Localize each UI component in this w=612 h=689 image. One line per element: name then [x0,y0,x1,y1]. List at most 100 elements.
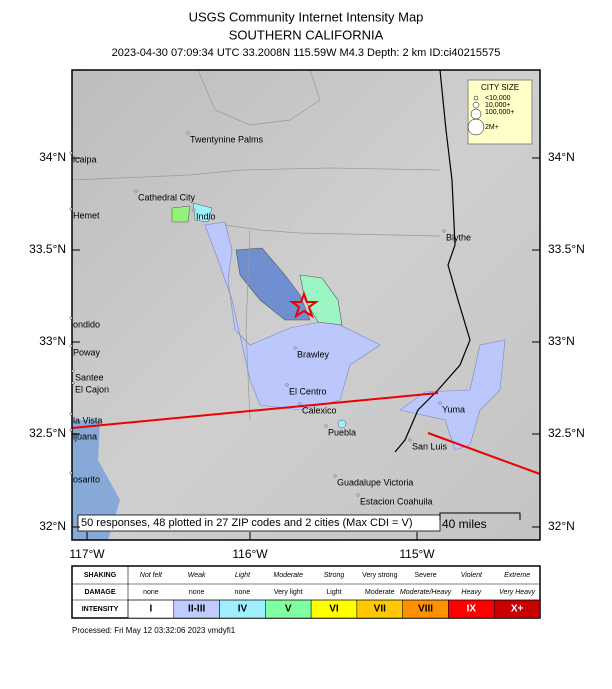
legend-shaking: Strong [324,572,345,579]
city-size-legend: CITY SIZE <10,000 10,000+ 100,000+ 2M+ [467,79,533,145]
city-marker [134,189,138,193]
legend-row-header: DAMAGE [84,589,115,596]
city-label: Poway [73,347,101,357]
city-label: ijuana [73,431,97,441]
city-marker [186,131,190,135]
event-info: 2023-04-30 07:09:34 UTC 33.2008N 115.59W… [112,47,501,59]
city-label: Yuma [442,404,465,414]
lon-label: 116°W [232,547,268,561]
legend-damage: Moderate/Heavy [400,589,452,596]
border-line [427,432,541,475]
city-label: osarito [73,474,100,484]
city-marker [69,316,73,320]
summary-box [77,514,441,532]
legend-damage: none [235,589,251,596]
county-line [245,229,251,421]
city-size-symbol [472,101,480,109]
city-marker [69,471,73,475]
legend-damage: Light [326,589,341,596]
county-line [197,69,321,126]
legend-shaking: Extreme [504,572,530,579]
legend-shaking: Moderate [273,572,303,579]
city-label: San Luis [412,441,448,451]
legend-intensity: X+ [511,604,524,615]
county-line [224,224,441,237]
lat-label: 33°N [548,334,575,348]
legend-shaking: Severe [414,572,436,579]
city-marker [285,383,289,387]
intensity-v-zone [299,274,343,326]
epicenter [288,291,320,319]
city-label: icaipa [73,154,97,164]
city-size-entry: <10,000 [485,95,511,102]
legend-intensity: VIII [418,604,433,615]
lat-label: 32.5°N [29,426,66,440]
legend-intensity: VI [329,604,339,615]
city-size-entry: 2M+ [485,124,499,131]
border-line [71,392,439,429]
lon-label: 115°W [399,547,435,561]
city-label: Blythe [446,232,471,242]
lat-label: 32.5°N [548,426,585,440]
city-label: Twentynine Palms [190,134,264,144]
legend-damage: Moderate [365,589,395,596]
intensity-legend: SHAKING Not felt Weak Light Moderate Strong Ve… [71,565,541,619]
city-size-symbol [470,108,482,120]
legend-shaking: Very strong [362,572,398,579]
county-line [71,167,441,181]
legend-shaking: Weak [188,572,206,579]
city-label: Cathedral City [138,192,196,202]
city-marker [69,207,73,211]
legend-row-header: SHAKING [84,572,117,579]
lat-label: 34°N [39,150,66,164]
city-label: Estacion Coahuila [360,496,433,506]
state-line [394,69,471,453]
city-label: Brawley [297,349,330,359]
city-label: Calexico [302,405,337,415]
city-label: ondido [73,319,100,329]
city-label: El Centro [289,386,327,396]
legend-row-header: INTENSITY [82,606,119,613]
city-marker [69,151,73,155]
city-marker [333,474,337,478]
city-size-entry: 100,000+ [485,109,514,116]
summary: 50 responses, 48 plotted in 27 ZIP codes… [81,517,413,529]
legend-intensity: II-III [188,604,205,615]
intensity-iv-zone [192,202,213,223]
city-marker [69,344,73,348]
city-marker [192,208,196,212]
legend-damage: none [143,589,159,596]
lat-label: 33.5°N [548,242,585,256]
map-frame [71,69,541,541]
intensity-ii-iii-zone [204,221,381,411]
city-marker [69,412,73,416]
city-marker [438,401,442,405]
terrain [72,70,540,540]
lat-label: 33.5°N [29,242,66,256]
legend-shaking: Light [235,572,251,579]
city-marker [71,381,75,385]
intensity-iv-city [337,419,347,429]
lat-label: 33°N [39,334,66,348]
scale-label: 40 miles [442,517,487,531]
city-label: Hemet [73,210,100,220]
legend-intensity: VII [374,604,386,615]
city-label: Guadalupe Victoria [337,477,413,487]
city-label: Indio [196,211,216,221]
legend-intensity: IV [238,604,248,615]
city-marker [442,229,446,233]
title: USGS Community Internet Intensity Map [189,9,424,24]
legend-intensity: V [285,604,292,615]
city-marker [356,493,360,497]
city-marker [71,369,75,373]
footer: Processed: Fri May 12 03:32:06 2023 vmdy… [72,626,236,635]
legend-damage: Very light [274,589,303,596]
city-size-symbol [467,118,485,136]
legend-intensity: IX [467,604,477,615]
city-label: Puebla [328,427,356,437]
city-size-title: CITY SIZE [481,83,519,92]
